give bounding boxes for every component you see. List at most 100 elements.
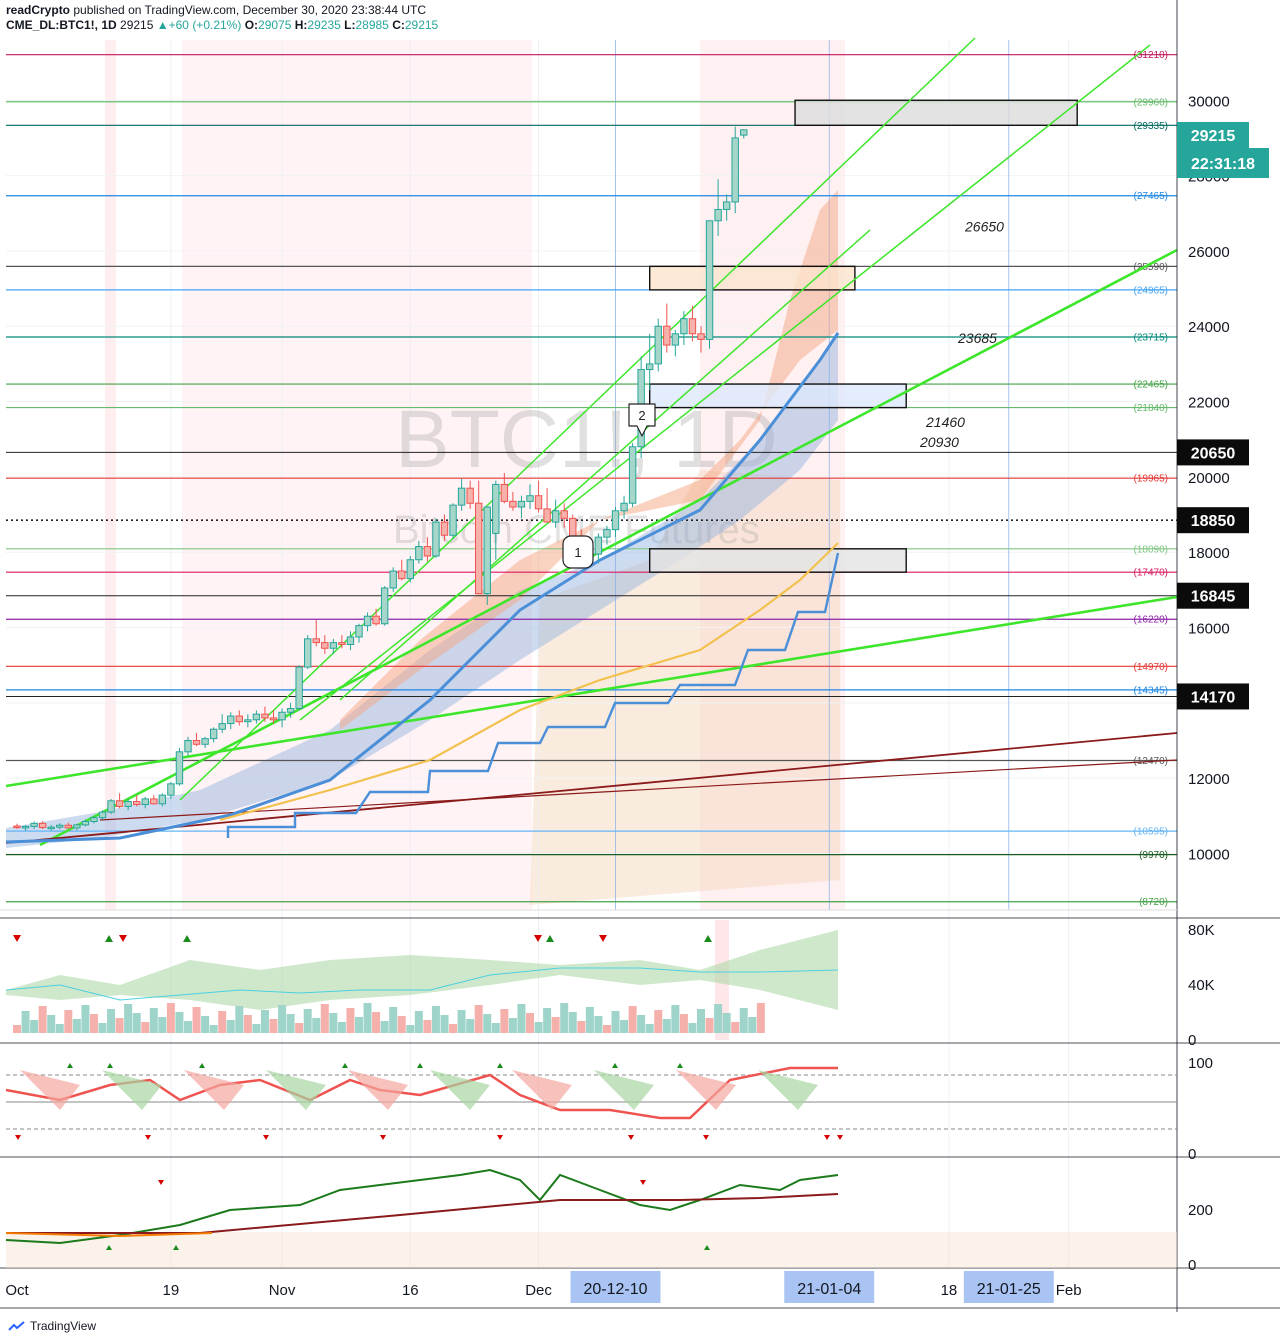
candle-body	[355, 625, 363, 638]
volume-bar	[252, 1024, 261, 1033]
volume-bar	[38, 1006, 47, 1033]
candle-body	[218, 723, 226, 730]
volume-cloud	[6, 930, 838, 1010]
volume-bar	[491, 1023, 500, 1033]
candle-body	[175, 751, 184, 785]
candle-body	[543, 508, 551, 523]
candle-body	[261, 713, 269, 719]
price-chart[interactable]: BTC1!, 1D Bitcoin CME Futures (31210)(29…	[0, 0, 1280, 1312]
bottom-arrow	[106, 1245, 112, 1250]
candle-body	[406, 559, 415, 580]
candle-body	[346, 636, 355, 645]
volume-bar	[209, 1025, 218, 1033]
candle-body	[569, 517, 577, 538]
candle-body	[252, 713, 261, 721]
candle-body	[714, 208, 722, 222]
panel-tick-label: 100	[1188, 1055, 1213, 1072]
stoch-fill	[102, 1070, 162, 1110]
stoch-fill	[594, 1070, 654, 1110]
candle-body	[338, 642, 346, 645]
volume-bar	[620, 1020, 629, 1033]
symbol-label: CME_DL:BTC1!, 1D	[6, 18, 117, 32]
last-price-tag: 29215	[1191, 128, 1236, 145]
time-highlight-bg	[963, 1271, 1054, 1303]
candle-body	[517, 500, 526, 508]
time-tick-label: Oct	[5, 1282, 29, 1299]
volume-bar	[124, 1004, 133, 1033]
trend-line	[99, 759, 1178, 821]
volume-bar	[577, 1021, 586, 1033]
sr-line-label: (14345)	[1134, 685, 1168, 696]
candle-body	[329, 642, 338, 649]
candle-body	[603, 529, 611, 538]
candle-body	[56, 824, 64, 828]
candle-body	[440, 521, 449, 536]
signal-arrow	[13, 935, 21, 942]
candle-body	[150, 798, 158, 805]
bottom-arrow	[158, 1180, 164, 1185]
time-highlight-bg	[570, 1271, 661, 1303]
candle-body	[534, 495, 543, 510]
volume-bar	[637, 1015, 646, 1033]
volume-bar	[363, 1003, 372, 1033]
volume-bar	[397, 1016, 406, 1033]
panel-tick-label: 0	[1188, 1032, 1196, 1049]
volume-bar	[748, 1017, 757, 1033]
price-tick-label: 16000	[1188, 621, 1230, 638]
volume-bar	[671, 1005, 680, 1033]
volume-bar	[175, 1012, 184, 1033]
sr-line-label: (23715)	[1134, 332, 1168, 343]
volume-bar	[406, 1025, 415, 1033]
candle-body	[398, 570, 406, 580]
candle-body	[475, 502, 483, 595]
sr-line-label: (17470)	[1134, 568, 1168, 579]
volume-bar	[602, 1025, 611, 1033]
trend-line	[39, 248, 1178, 847]
bottom-signal-line	[6, 1193, 839, 1234]
volume-bar	[303, 1009, 312, 1033]
candle-body	[526, 495, 534, 502]
candle-body	[628, 446, 637, 504]
stoch-arrow-down	[263, 1135, 269, 1140]
candle-body	[432, 521, 440, 557]
bottom-arrow	[173, 1245, 179, 1250]
candle-body	[551, 510, 560, 523]
volume-bar	[500, 1009, 509, 1033]
volume-bar	[329, 1013, 338, 1033]
tradingview-footer[interactable]: TradingView	[8, 1319, 96, 1333]
candle-body	[731, 137, 739, 203]
candle-body	[47, 826, 55, 830]
candle-body	[594, 536, 603, 555]
publisher-name[interactable]: readCrypto	[6, 3, 71, 17]
candle-body	[449, 504, 457, 536]
bottom-arrow	[640, 1180, 646, 1185]
ohlc-high: 29235	[307, 18, 341, 32]
stoch-fill	[758, 1070, 818, 1110]
price-tick-label: 10000	[1188, 847, 1230, 864]
volume-bar	[431, 1006, 440, 1033]
wave-marker-label: 1	[574, 545, 581, 560]
signal-arrow	[119, 935, 127, 942]
volume-bar	[269, 1019, 278, 1033]
volume-bar	[466, 1019, 475, 1033]
time-tick-label: Dec	[525, 1282, 552, 1299]
volume-bar	[355, 1017, 363, 1033]
candle-body	[115, 800, 124, 807]
volume-bar	[722, 1013, 731, 1033]
volume-bar	[226, 1020, 235, 1033]
sr-line-label: (8720)	[1139, 897, 1168, 908]
candle-body	[98, 811, 107, 819]
stoch-arrow-up	[107, 1063, 113, 1068]
trend-line	[299, 44, 1151, 721]
price-tick-label: 30000	[1188, 93, 1230, 110]
panel-tick-label: 40K	[1188, 977, 1215, 994]
volume-bar	[107, 1009, 116, 1033]
candle-body	[663, 325, 671, 346]
sr-line-label: (22465)	[1134, 380, 1168, 391]
volume-bar	[688, 1023, 697, 1033]
volume-bar	[585, 1007, 594, 1033]
key-level-tag-bg	[1177, 507, 1249, 534]
ma-line-orange	[219, 542, 839, 822]
key-level-tag: 16845	[1191, 589, 1236, 606]
candle-body	[372, 615, 380, 625]
